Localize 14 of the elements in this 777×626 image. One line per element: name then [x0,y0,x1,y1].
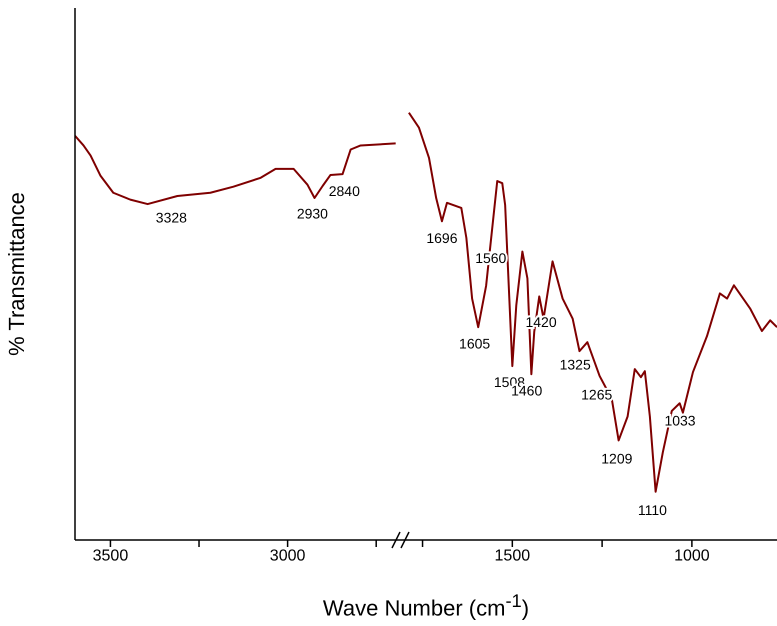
annotation: 1209 [601,450,633,467]
y-axis-title: % Transmittance [4,192,29,356]
annotation: 2930 [296,205,328,222]
annotation: 1325 [560,356,591,373]
annotation: 1605 [459,335,490,352]
x-tick-label: 1000 [674,547,710,564]
annotation: 1696 [426,230,458,246]
x-tick-label: 3500 [92,547,128,564]
x-axis-title: Wave Number (cm$^{-1}$) [322,590,530,622]
annotation: 2840 [328,183,360,200]
annotation: 1110 [638,502,668,518]
annotation: 3328 [156,209,188,226]
x-tick-label: 1500 [494,547,530,564]
x-tick-label: 3000 [270,547,306,564]
